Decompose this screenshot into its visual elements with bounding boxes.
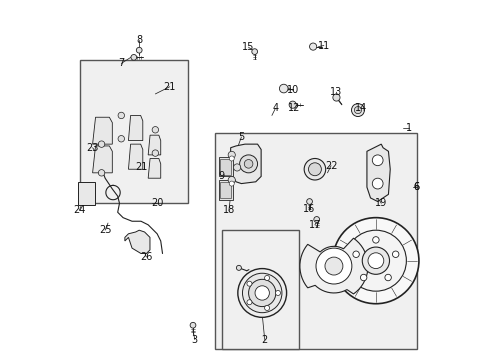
- Circle shape: [333, 94, 340, 101]
- Circle shape: [279, 84, 288, 93]
- Circle shape: [361, 274, 367, 281]
- Circle shape: [309, 163, 321, 176]
- Circle shape: [265, 305, 270, 310]
- Circle shape: [245, 159, 253, 168]
- Polygon shape: [148, 135, 161, 155]
- Polygon shape: [300, 238, 368, 294]
- Text: 4: 4: [272, 103, 278, 113]
- Circle shape: [152, 150, 159, 156]
- Text: 18: 18: [223, 206, 235, 216]
- Circle shape: [333, 218, 419, 304]
- Text: 20: 20: [151, 198, 163, 208]
- Circle shape: [345, 230, 406, 291]
- Circle shape: [229, 181, 234, 186]
- Circle shape: [234, 164, 241, 171]
- Text: 22: 22: [325, 161, 337, 171]
- Text: 8: 8: [136, 35, 142, 45]
- Circle shape: [385, 274, 392, 281]
- Circle shape: [265, 275, 270, 280]
- Bar: [215, 134, 417, 348]
- Polygon shape: [93, 146, 112, 173]
- Text: 16: 16: [303, 204, 316, 214]
- Circle shape: [372, 155, 383, 166]
- Bar: [78, 182, 96, 205]
- Text: 5: 5: [238, 132, 245, 142]
- Circle shape: [247, 281, 252, 286]
- Text: 19: 19: [375, 198, 388, 208]
- Bar: [219, 180, 233, 200]
- Circle shape: [136, 47, 142, 53]
- Circle shape: [373, 237, 379, 243]
- Circle shape: [310, 43, 317, 50]
- Circle shape: [236, 265, 242, 270]
- Circle shape: [362, 247, 390, 274]
- Circle shape: [368, 253, 384, 269]
- Circle shape: [229, 156, 234, 161]
- Text: 23: 23: [86, 143, 99, 153]
- Polygon shape: [148, 158, 161, 178]
- Text: 26: 26: [140, 252, 152, 262]
- Circle shape: [238, 269, 287, 318]
- Circle shape: [304, 158, 326, 180]
- Text: 9: 9: [219, 171, 225, 181]
- Bar: [221, 230, 299, 348]
- Text: 10: 10: [287, 85, 299, 95]
- Circle shape: [98, 141, 105, 147]
- Text: 14: 14: [355, 103, 368, 113]
- Circle shape: [392, 251, 399, 257]
- Circle shape: [118, 112, 124, 119]
- Circle shape: [307, 199, 313, 204]
- Circle shape: [228, 151, 235, 158]
- Text: 3: 3: [192, 334, 198, 345]
- Text: 2: 2: [262, 334, 268, 345]
- Text: 15: 15: [243, 42, 255, 52]
- Bar: [80, 60, 188, 203]
- Circle shape: [252, 49, 258, 54]
- Circle shape: [351, 104, 365, 117]
- Text: 21: 21: [164, 82, 176, 92]
- Text: 11: 11: [318, 41, 330, 50]
- Circle shape: [131, 54, 137, 60]
- Circle shape: [314, 217, 319, 222]
- Circle shape: [372, 178, 383, 189]
- Circle shape: [152, 127, 159, 133]
- Circle shape: [354, 107, 362, 114]
- Circle shape: [255, 286, 270, 300]
- Text: 13: 13: [330, 87, 343, 97]
- Circle shape: [190, 322, 196, 328]
- Polygon shape: [231, 144, 261, 184]
- Polygon shape: [93, 117, 112, 144]
- Circle shape: [118, 135, 124, 142]
- Circle shape: [98, 170, 105, 176]
- Circle shape: [316, 248, 352, 284]
- Circle shape: [275, 291, 280, 296]
- Text: 17: 17: [309, 220, 321, 230]
- Polygon shape: [128, 144, 143, 169]
- Bar: [220, 159, 231, 175]
- Circle shape: [240, 155, 258, 173]
- Circle shape: [289, 101, 296, 108]
- Circle shape: [247, 300, 252, 305]
- Circle shape: [248, 279, 276, 307]
- Circle shape: [243, 273, 282, 313]
- Circle shape: [353, 251, 359, 257]
- Text: 6: 6: [414, 182, 419, 192]
- Circle shape: [325, 257, 343, 275]
- Text: 21: 21: [135, 162, 147, 172]
- Polygon shape: [128, 116, 143, 140]
- Text: 6: 6: [414, 182, 419, 192]
- Bar: [220, 182, 231, 198]
- Polygon shape: [125, 230, 150, 253]
- Circle shape: [228, 176, 235, 184]
- Text: 25: 25: [99, 225, 111, 235]
- Bar: [219, 157, 233, 176]
- Text: 24: 24: [73, 206, 86, 216]
- Text: 12: 12: [288, 103, 301, 113]
- Text: 7: 7: [118, 58, 124, 68]
- Polygon shape: [367, 144, 390, 202]
- Text: 1: 1: [405, 123, 412, 133]
